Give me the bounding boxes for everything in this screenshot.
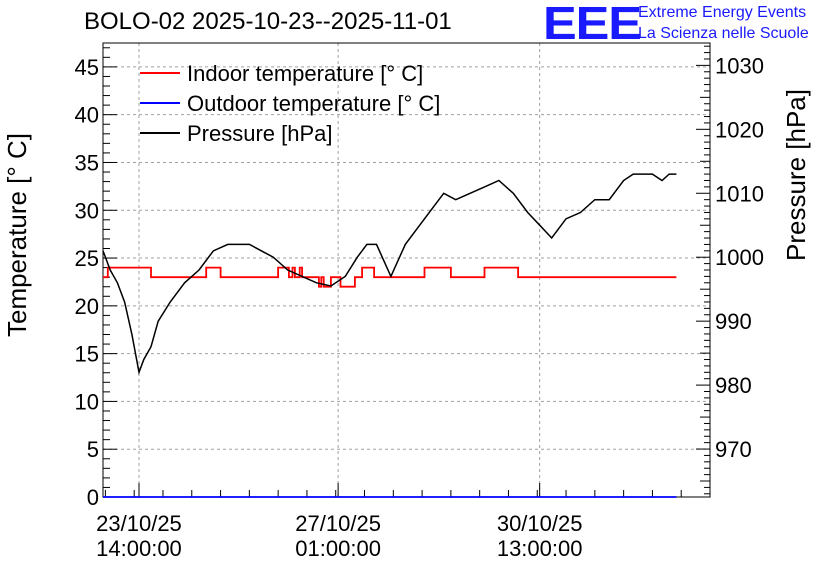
eee-logo-caption: Extreme Energy Events La Scienza nelle S… [638, 2, 809, 44]
x-tick-label-time: 01:00:00 [295, 536, 381, 561]
y-tick-label: 35 [75, 150, 99, 175]
y2-tick-label: 990 [715, 309, 752, 334]
y2-tick-label: 1030 [715, 53, 764, 78]
y-tick-label: 30 [75, 198, 99, 223]
legend-label-1: Outdoor temperature [° C] [187, 91, 440, 116]
y-tick-label: 45 [75, 55, 99, 80]
series-line-0 [103, 266, 677, 288]
eee-logo: EEE [543, 0, 642, 49]
y2-axis-title: Pressure [hPa] [781, 89, 811, 261]
y2-tick-label: 1010 [715, 181, 764, 206]
legend-label-2: Pressure [hPa] [187, 121, 333, 146]
x-tick-label-date: 27/10/25 [295, 511, 381, 536]
y-axis-title: Temperature [° C] [2, 133, 32, 337]
y-tick-label: 15 [75, 342, 99, 367]
y2-tick-label: 980 [715, 373, 752, 398]
legend-label-0: Indoor temperature [° C] [187, 61, 423, 86]
x-tick-label-date: 23/10/25 [96, 511, 182, 536]
x-tick-label-time: 14:00:00 [96, 536, 182, 561]
y2-tick-label: 1020 [715, 117, 764, 142]
logo-caption-line1: Extreme Energy Events [638, 4, 807, 21]
y-tick-label: 10 [75, 389, 99, 414]
y-tick-label: 0 [87, 485, 99, 510]
y2-tick-label: 1000 [715, 245, 764, 270]
y2-tick-label: 970 [715, 437, 752, 462]
chart-title: BOLO-02 2025-10-23--2025-11-01 [84, 8, 452, 35]
logo-caption-line2: La Scienza nelle Scuole [638, 25, 809, 42]
y-tick-label: 5 [87, 437, 99, 462]
y-tick-label: 20 [75, 294, 99, 319]
series-line-2 [102, 173, 677, 376]
x-tick-label-time: 13:00:00 [497, 536, 583, 561]
y-tick-label: 25 [75, 246, 99, 271]
x-tick-label-date: 30/10/25 [497, 511, 583, 536]
y-tick-label: 40 [75, 103, 99, 128]
